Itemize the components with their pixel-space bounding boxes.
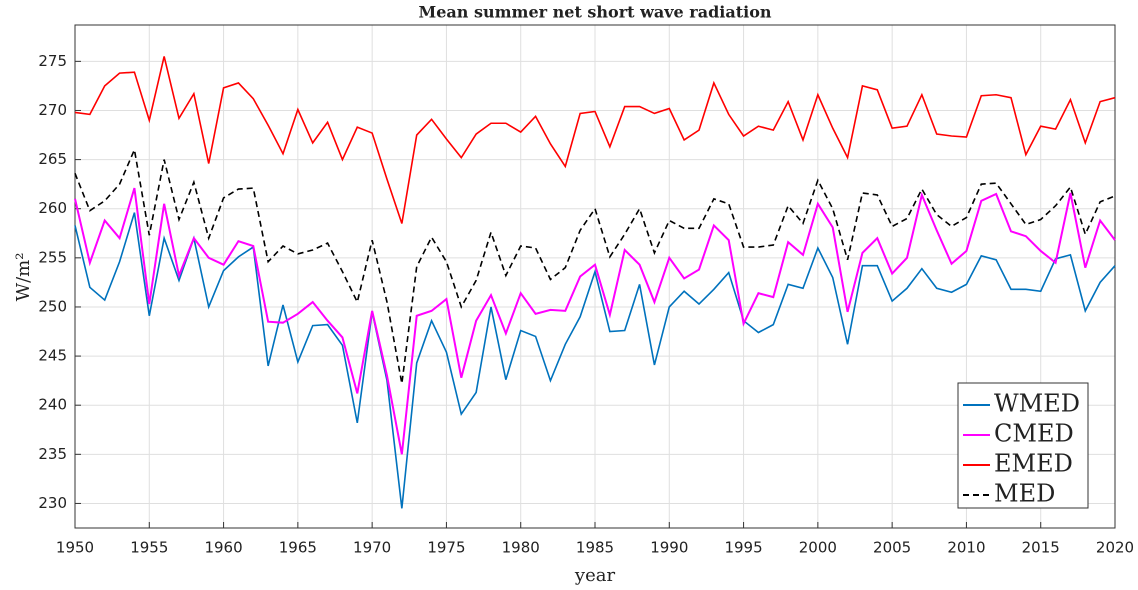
x-tick-label: 1985	[576, 539, 614, 557]
x-tick-label: 1990	[650, 539, 688, 557]
legend-label: MED	[994, 480, 1055, 508]
x-tick-label: 2015	[1022, 539, 1060, 557]
x-axis-label: year	[574, 565, 616, 586]
legend-box	[957, 382, 1089, 509]
x-tick-label: 1980	[502, 539, 540, 557]
legend-label: CMED	[994, 420, 1074, 448]
series-line	[74, 56, 1116, 224]
y-tick-label: 255	[38, 248, 67, 266]
chart-title: Mean summer net short wave radiation	[418, 3, 771, 22]
x-tick-label: 1995	[724, 539, 762, 557]
y-tick-label: 245	[38, 347, 67, 365]
x-tick-label: 1975	[427, 539, 465, 557]
legend-label: EMED	[994, 450, 1073, 478]
x-tick-label: 1955	[130, 539, 168, 557]
series-line	[74, 212, 1116, 509]
y-axis-label: W/m²	[13, 253, 34, 302]
x-tick-label: 1970	[353, 539, 391, 557]
x-tick-label: 2005	[873, 539, 911, 557]
x-tick-label: 1950	[56, 539, 94, 557]
x-tick-label: 2000	[799, 539, 837, 557]
y-tick-label: 260	[38, 199, 67, 217]
plot-frame	[74, 24, 1116, 529]
x-tick-label: 2010	[947, 539, 985, 557]
x-tick-label: 1960	[204, 539, 242, 557]
y-tick-label: 240	[38, 396, 67, 414]
y-tick-label: 265	[38, 150, 67, 168]
series-line	[74, 187, 1116, 455]
x-tick-label: 2020	[1096, 539, 1134, 557]
y-tick-label: 230	[38, 494, 67, 512]
y-tick-label: 250	[38, 297, 67, 315]
series-line	[74, 146, 1116, 384]
legend-label: WMED	[994, 390, 1080, 418]
y-tick-label: 275	[38, 52, 67, 70]
y-tick-label: 235	[38, 445, 67, 463]
y-tick-label: 270	[38, 101, 67, 119]
x-tick-label: 1965	[279, 539, 317, 557]
